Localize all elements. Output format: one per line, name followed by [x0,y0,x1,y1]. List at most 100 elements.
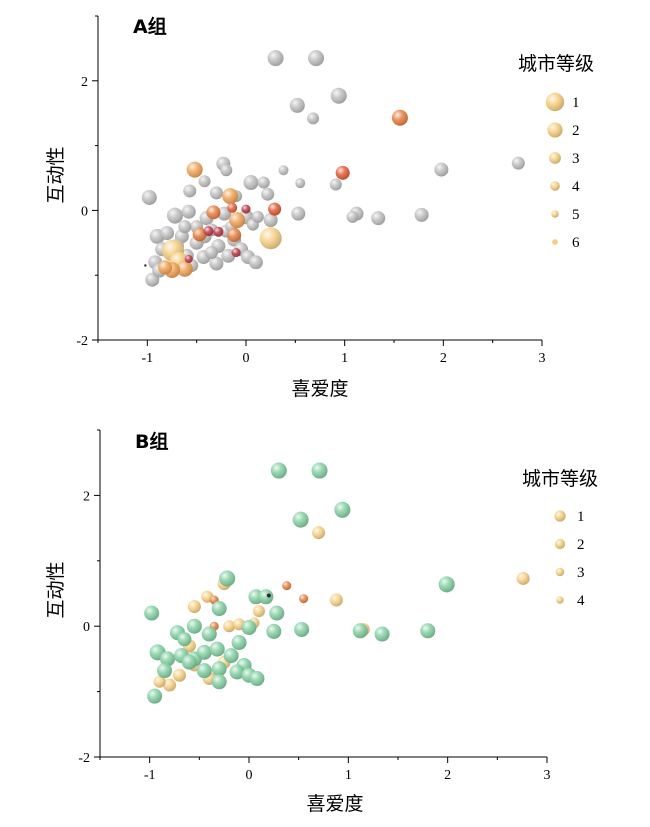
panel-b-point [196,644,212,660]
panel-b-legend-entry: 3 [555,565,585,581]
panel-a-legend-marker [552,239,558,245]
panel-b-point [211,661,227,677]
panel-a-legend-label: 1 [572,95,580,111]
panel-a-x-tick-label: 1 [341,351,348,366]
panel-a-point [144,264,147,267]
panel-a-legend-label: 5 [572,207,580,223]
panel-a-legend-label: 4 [572,179,580,195]
panel-a-point [308,50,325,67]
panel-a-legend-entry: 1 [545,92,580,112]
panel-b-point [252,605,265,618]
panel-a-point [263,213,278,228]
panel-b-point [223,648,239,664]
panel-b-point [420,623,436,639]
panel-b: B组 喜爱度 互动性 城市等级 -1 0 1 2 3 -2 0 2 1 2 3 4 [45,429,598,815]
panel-b-legend-entry: 2 [554,537,585,553]
panel-b-legend-label: 2 [577,537,585,553]
panel-a-point [330,87,347,104]
panel-b-legend-label: 4 [577,593,585,609]
panel-b-point [157,663,173,679]
panel-a-point [213,226,224,237]
panel-a-point [243,175,259,191]
panel-a-legend-label: 3 [572,151,580,167]
panel-a-point [346,210,359,223]
panel-a-legend-entry: 3 [549,151,580,167]
panel-a-point [204,246,218,260]
panel-b-x-tick-label: 1 [345,768,352,783]
panel-b-legend-label: 3 [577,565,585,581]
panel-b-title: B组 [135,430,168,453]
panel-a-point [278,165,289,176]
panel-b-point [187,600,201,614]
panel-b-legend-entry: 1 [554,509,585,525]
panel-b-point [144,605,160,621]
panel-a-point [209,186,223,200]
panel-a-y-tick-label: 2 [81,75,88,90]
panel-a-legend-entry: 5 [551,207,580,223]
panel-b-legend-label: 1 [577,509,585,525]
panel-a-point [176,260,193,277]
panel-b-y-tick-label: 2 [83,489,90,504]
panel-b-y-tick-label: -2 [78,751,90,766]
panel-a-point [251,210,264,223]
panel-a-y-axis-title: 互动性 [45,146,67,203]
panel-a-point [414,207,429,222]
panel-a-point [184,255,193,263]
panel-a-point [181,204,196,219]
panel-a-title: A组 [133,15,167,38]
panel-b-y-tick-label: 0 [83,620,90,635]
panel-a: A组 喜爱度 互动性 城市等级 -1 0 1 2 3 -2 0 2 1 2 3 4 5 6 [45,15,594,400]
panel-b-point [211,601,227,617]
panel-b-point [299,594,309,604]
panel-a-point [289,97,305,113]
panel-b-point [241,620,257,636]
panel-b-point [223,620,236,633]
panel-b-x-axis-title: 喜爱度 [306,793,363,815]
panel-a-point [268,202,282,216]
panel-a-point [183,184,197,198]
panel-a-point [259,227,282,250]
panel-b-point [163,678,177,692]
panel-a-point [186,161,203,178]
panel-a-point [261,187,275,201]
panel-b-point [209,641,225,657]
panel-b-point [311,462,328,479]
panel-b-point [177,632,192,647]
panel-a-point [206,205,221,220]
panel-a-x-tick-label: -1 [141,351,153,366]
panel-a-point [241,204,251,214]
panel-b-y-axis-title: 互动性 [45,561,67,618]
panel-a-point [160,226,175,241]
panel-a-point [434,162,449,177]
panel-b-point [231,635,247,651]
panel-b-point [201,626,217,642]
panel-b-point [312,526,326,540]
panel-b-point [334,501,351,518]
panel-a-legend-label: 6 [572,235,580,251]
panel-a-y-tick-label: -2 [76,334,88,349]
panel-b-point [160,651,176,667]
panel-b-point [438,576,455,593]
panel-a-x-tick-label: 2 [440,351,447,366]
panel-a-point [231,248,241,258]
panel-b-point [292,511,309,528]
panel-b-point [211,674,227,690]
panel-a-legend-entry: 6 [552,235,580,251]
panel-b-point [219,570,236,587]
panel-b-point [266,623,282,639]
panel-b-point [374,626,390,642]
panel-a-point [267,50,284,67]
panel-b-x-tick-label: 0 [246,768,253,783]
panel-b-x-tick-label: 3 [544,768,551,783]
panel-a-point [227,228,242,243]
panel-a-point [335,165,350,180]
panel-a-point [511,156,525,170]
panel-a-point [220,164,233,177]
panel-a-x-tick-label: 3 [539,351,546,366]
panel-b-point [270,462,287,479]
panel-b-point [147,688,163,704]
panel-a-legend-title: 城市等级 [518,53,594,75]
panel-b-legend-entry: 4 [556,593,585,609]
panel-a-point [141,189,157,205]
